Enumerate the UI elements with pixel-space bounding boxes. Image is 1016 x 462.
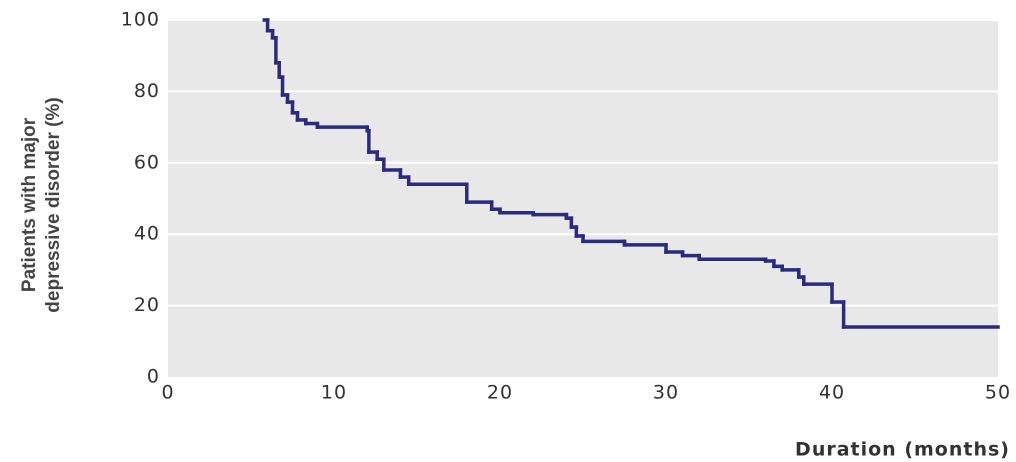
x-axis-label: Duration (months) (795, 439, 1010, 461)
y-label-line: depressive disorder (%) (43, 97, 64, 312)
x-tick-label: 10 (321, 382, 347, 404)
y-tick-label: 100 (121, 9, 160, 31)
y-tick-label: 20 (134, 294, 160, 316)
x-tick-label: 20 (487, 382, 513, 404)
plot-area (168, 20, 998, 377)
x-tick-label: 0 (161, 382, 174, 404)
x-tick-label: 30 (653, 382, 679, 404)
x-tick-label: 40 (819, 382, 845, 404)
y-tick-label: 40 (134, 223, 160, 245)
y-axis-label: Patients with major depressive disorder … (19, 97, 64, 312)
y-tick-label: 0 (147, 366, 160, 388)
y-tick-label: 60 (134, 151, 160, 173)
x-tick-label: 50 (985, 382, 1011, 404)
y-label-line: Patients with major (19, 117, 40, 292)
y-tick-label: 80 (134, 80, 160, 102)
